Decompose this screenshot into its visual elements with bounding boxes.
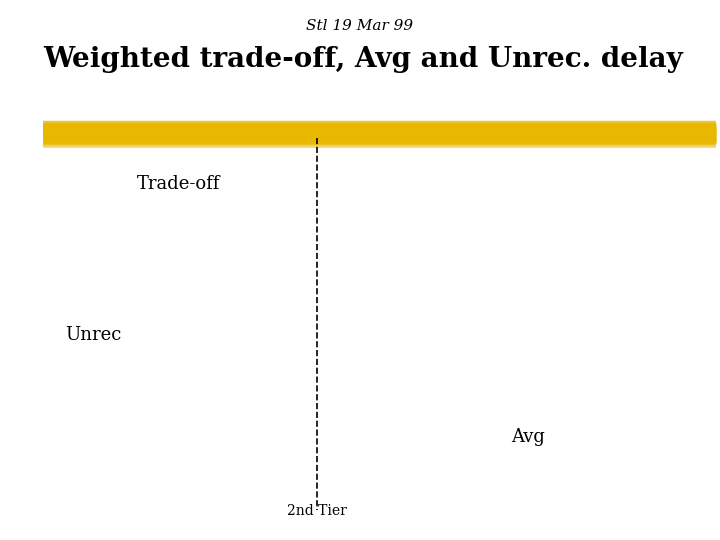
Text: Avg: Avg — [511, 428, 545, 447]
Text: Stl 19 Mar 99: Stl 19 Mar 99 — [307, 19, 413, 33]
Text: Unrec: Unrec — [65, 326, 121, 344]
Text: Weighted trade-off, Avg and Unrec. delay: Weighted trade-off, Avg and Unrec. delay — [43, 46, 683, 73]
Text: 2nd Tier: 2nd Tier — [287, 504, 347, 518]
Text: Trade-off: Trade-off — [137, 174, 220, 193]
